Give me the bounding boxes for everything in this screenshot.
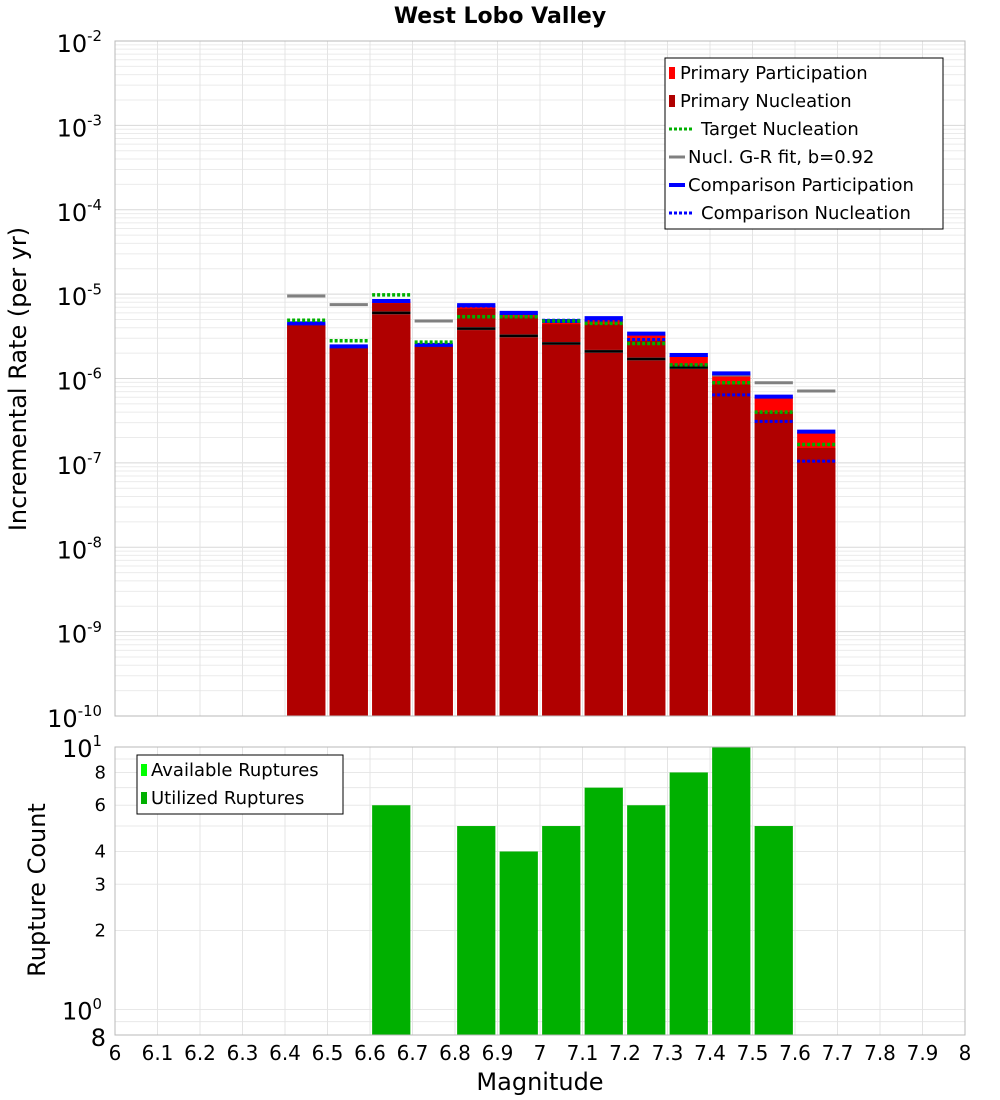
x-tick-label: 6 xyxy=(109,1041,122,1065)
x-tick-label: 6.9 xyxy=(482,1041,514,1065)
primary-nucleation-bar xyxy=(372,303,411,716)
legend-swatch xyxy=(669,95,675,107)
bottom-legend-box xyxy=(136,754,344,815)
x-tick-label: 7.4 xyxy=(694,1041,726,1065)
legend-label: Available Ruptures xyxy=(151,760,319,781)
primary-nucleation-bar xyxy=(542,324,581,716)
x-tick-label: 6.1 xyxy=(142,1041,174,1065)
bottom-y-tick-label: 8 xyxy=(91,1024,106,1052)
x-tick-label: 7.7 xyxy=(822,1041,854,1065)
primary-nucleation-bar xyxy=(754,412,793,716)
x-tick-label: 7.9 xyxy=(907,1041,939,1065)
primary-nucleation-bar xyxy=(457,308,496,716)
bottom-y-tick-label: 6 xyxy=(95,795,106,816)
primary-nucleation-bar xyxy=(669,364,708,716)
utilized-ruptures-bar xyxy=(669,772,708,1035)
top-y-axis-label: Incremental Rate (per yr) xyxy=(4,227,32,531)
primary-nucleation-bar xyxy=(584,324,623,716)
x-axis-label: Magnitude xyxy=(476,1068,603,1096)
utilized-ruptures-bar xyxy=(584,787,623,1035)
x-tick-label: 7.1 xyxy=(567,1041,599,1065)
top-y-tick-label: 10-5 xyxy=(57,280,102,311)
legend-label: Nucl. G-R fit, b=0.92 xyxy=(688,147,874,168)
top-y-tick-label: 10-8 xyxy=(57,533,102,564)
bottom-y-tick-label: 101 xyxy=(62,732,102,763)
top-y-tick-label: 10-3 xyxy=(57,112,102,143)
bottom-y-tick-label: 3 xyxy=(95,874,106,895)
x-tick-label: 8 xyxy=(959,1041,972,1065)
utilized-ruptures-bar xyxy=(457,826,496,1035)
top-plot-frame xyxy=(114,40,966,717)
chart-title: West Lobo Valley xyxy=(394,4,606,29)
primary-nucleation-bar xyxy=(797,448,836,716)
top-y-tick-label: 10-2 xyxy=(57,27,102,58)
x-tick-label: 6.2 xyxy=(184,1041,216,1065)
bottom-y-axis-label: Rupture Count xyxy=(23,803,51,977)
legend-label: Target Nucleation xyxy=(700,119,859,140)
x-tick-label: 7.2 xyxy=(609,1041,641,1065)
x-tick-label: 7.3 xyxy=(652,1041,684,1065)
legend-label: Comparison Participation xyxy=(688,175,914,196)
bottom-y-tick-label: 100 xyxy=(62,995,102,1026)
x-tick-label: 6.6 xyxy=(354,1041,386,1065)
primary-nucleation-bar xyxy=(287,325,326,716)
top-y-tick-label: 10-4 xyxy=(57,196,102,227)
utilized-ruptures-bar xyxy=(627,805,666,1035)
utilized-ruptures-bar xyxy=(754,826,793,1035)
utilized-ruptures-bar xyxy=(372,805,411,1035)
legend-label: Primary Participation xyxy=(680,63,868,84)
x-tick-label: 6.5 xyxy=(312,1041,344,1065)
x-tick-label: 6.7 xyxy=(397,1041,429,1065)
x-tick-label: 6.4 xyxy=(269,1041,301,1065)
bottom-y-tick-label: 8 xyxy=(95,762,106,783)
x-tick-label: 6.3 xyxy=(227,1041,259,1065)
bottom-y-tick-label: 2 xyxy=(95,921,106,942)
top-y-tick-label: 10-9 xyxy=(57,618,102,649)
top-y-tick-label: 10-10 xyxy=(47,702,102,733)
top-y-tick-label: 10-6 xyxy=(57,365,102,396)
primary-nucleation-bar xyxy=(414,346,453,716)
primary-nucleation-bar xyxy=(627,340,666,716)
x-tick-label: 7.5 xyxy=(737,1041,769,1065)
x-tick-label: 7 xyxy=(534,1041,547,1065)
top-plot-area: 10-2 10-3 10-4 10-5 10-6 10-7 10-8 10-9 10-10 Pri… xyxy=(47,27,966,733)
primary-nucleation-bar xyxy=(329,347,368,716)
utilized-ruptures-bar xyxy=(499,851,538,1035)
bottom-plot-frame xyxy=(114,746,966,1036)
legend-label: Primary Nucleation xyxy=(680,91,852,112)
x-tick-label: 7.6 xyxy=(779,1041,811,1065)
legend-label: Comparison Nucleation xyxy=(701,203,911,224)
legend-swatch xyxy=(141,792,147,804)
top-legend-box xyxy=(664,57,944,230)
primary-nucleation-bar xyxy=(499,317,538,716)
top-y-tick-label: 10-7 xyxy=(57,449,102,480)
x-tick-label: 6.8 xyxy=(439,1041,471,1065)
utilized-ruptures-bar xyxy=(712,747,751,1035)
bottom-y-tick-label: 4 xyxy=(95,841,106,862)
legend-swatch xyxy=(141,764,147,776)
primary-nucleation-bar xyxy=(712,384,751,716)
legend-swatch xyxy=(669,67,675,79)
x-tick-label: 7.8 xyxy=(864,1041,896,1065)
legend-label: Utilized Ruptures xyxy=(151,788,304,809)
utilized-ruptures-bar xyxy=(542,826,581,1035)
